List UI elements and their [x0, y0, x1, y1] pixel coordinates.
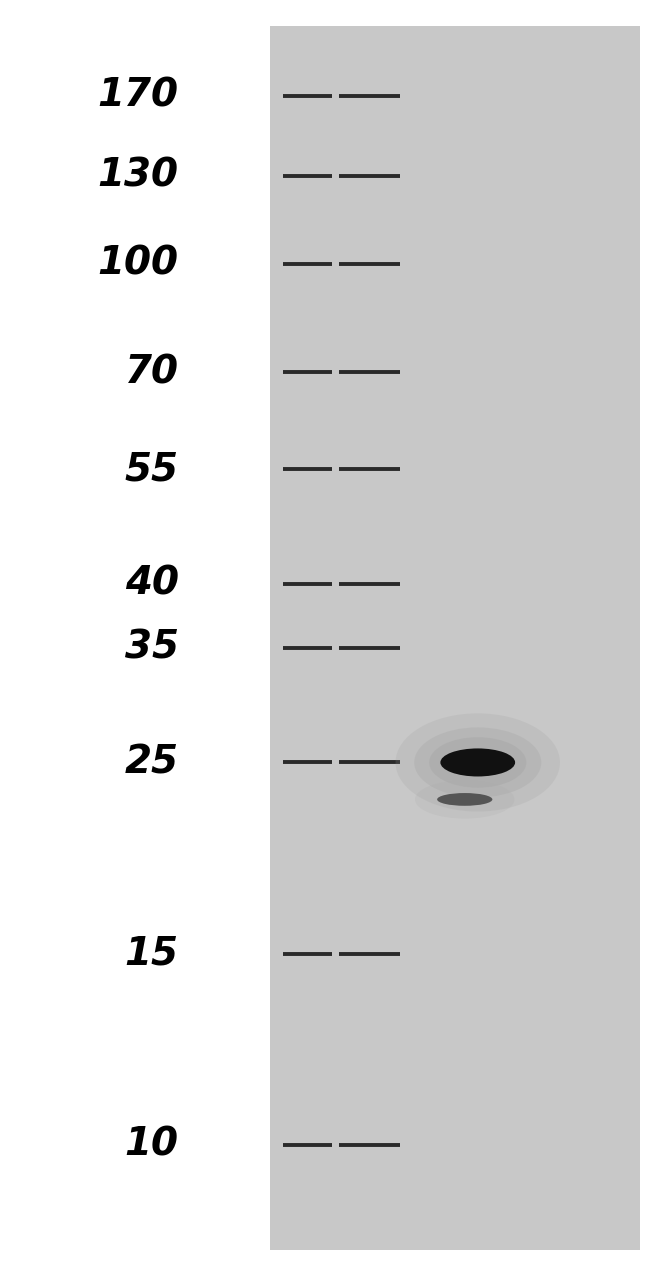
Ellipse shape [441, 748, 515, 776]
Text: 10: 10 [125, 1126, 179, 1164]
Text: 40: 40 [125, 565, 179, 603]
Text: 70: 70 [125, 353, 179, 391]
Text: 55: 55 [125, 450, 179, 488]
Ellipse shape [414, 727, 541, 798]
Text: 100: 100 [98, 245, 179, 283]
Bar [270, 26, 640, 1250]
Text: 15: 15 [125, 935, 179, 973]
Text: 130: 130 [98, 157, 179, 195]
Text: 35: 35 [125, 629, 179, 667]
Text: 170: 170 [98, 76, 179, 115]
Ellipse shape [429, 737, 526, 788]
Ellipse shape [437, 793, 493, 806]
Ellipse shape [415, 780, 515, 819]
Ellipse shape [395, 714, 560, 811]
Text: 25: 25 [125, 743, 179, 782]
